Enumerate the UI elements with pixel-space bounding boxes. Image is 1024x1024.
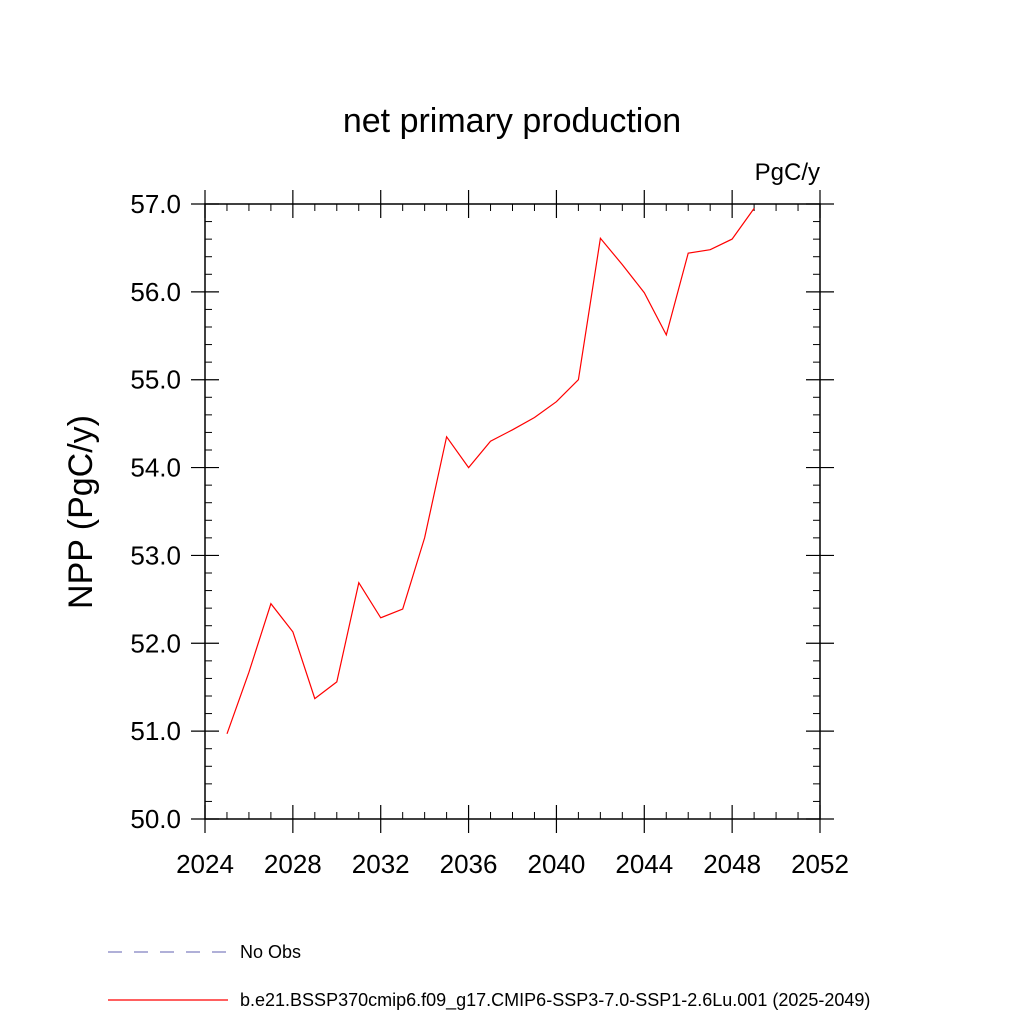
x-tick-label: 2036 [440,849,498,879]
x-tick-label: 2040 [528,849,586,879]
x-tick-label: 2032 [352,849,410,879]
y-axis-label: NPP (PgC/y) [62,415,100,609]
x-tick-label: 2052 [791,849,849,879]
y-tick-label: 56.0 [130,277,181,307]
x-tick-label: 2044 [615,849,673,879]
series-line [226,208,755,735]
y-tick-label: 53.0 [130,540,181,570]
legend-label: b.e21.BSSP370cmip6.f09_g17.CMIP6-SSP3-7.… [240,990,870,1011]
y-tick-label: 52.0 [130,628,181,658]
chart-title: net primary production [343,102,681,140]
y-tick-label: 57.0 [130,189,181,219]
x-tick-label: 2028 [264,849,322,879]
x-tick-label: 2048 [703,849,761,879]
axis-ticks [191,190,834,833]
y-tick-label: 54.0 [130,453,181,483]
x-tick-label: 2024 [176,849,234,879]
y-tick-label: 51.0 [130,716,181,746]
tick-labels: 2024 2028 2032 2036 2040 2044 2048 2052 50.0 51.0… [130,189,849,879]
series-layer [226,208,755,735]
legend-label: No Obs [240,942,301,962]
y-tick-label: 50.0 [130,804,181,834]
plot-frame [204,203,821,820]
y-tick-label: 55.0 [130,365,181,395]
units-label: PgC/y [755,159,820,186]
legend: No Obs b.e21.BSSP370cmip6.f09_g17.CMIP6-S… [108,942,870,1011]
